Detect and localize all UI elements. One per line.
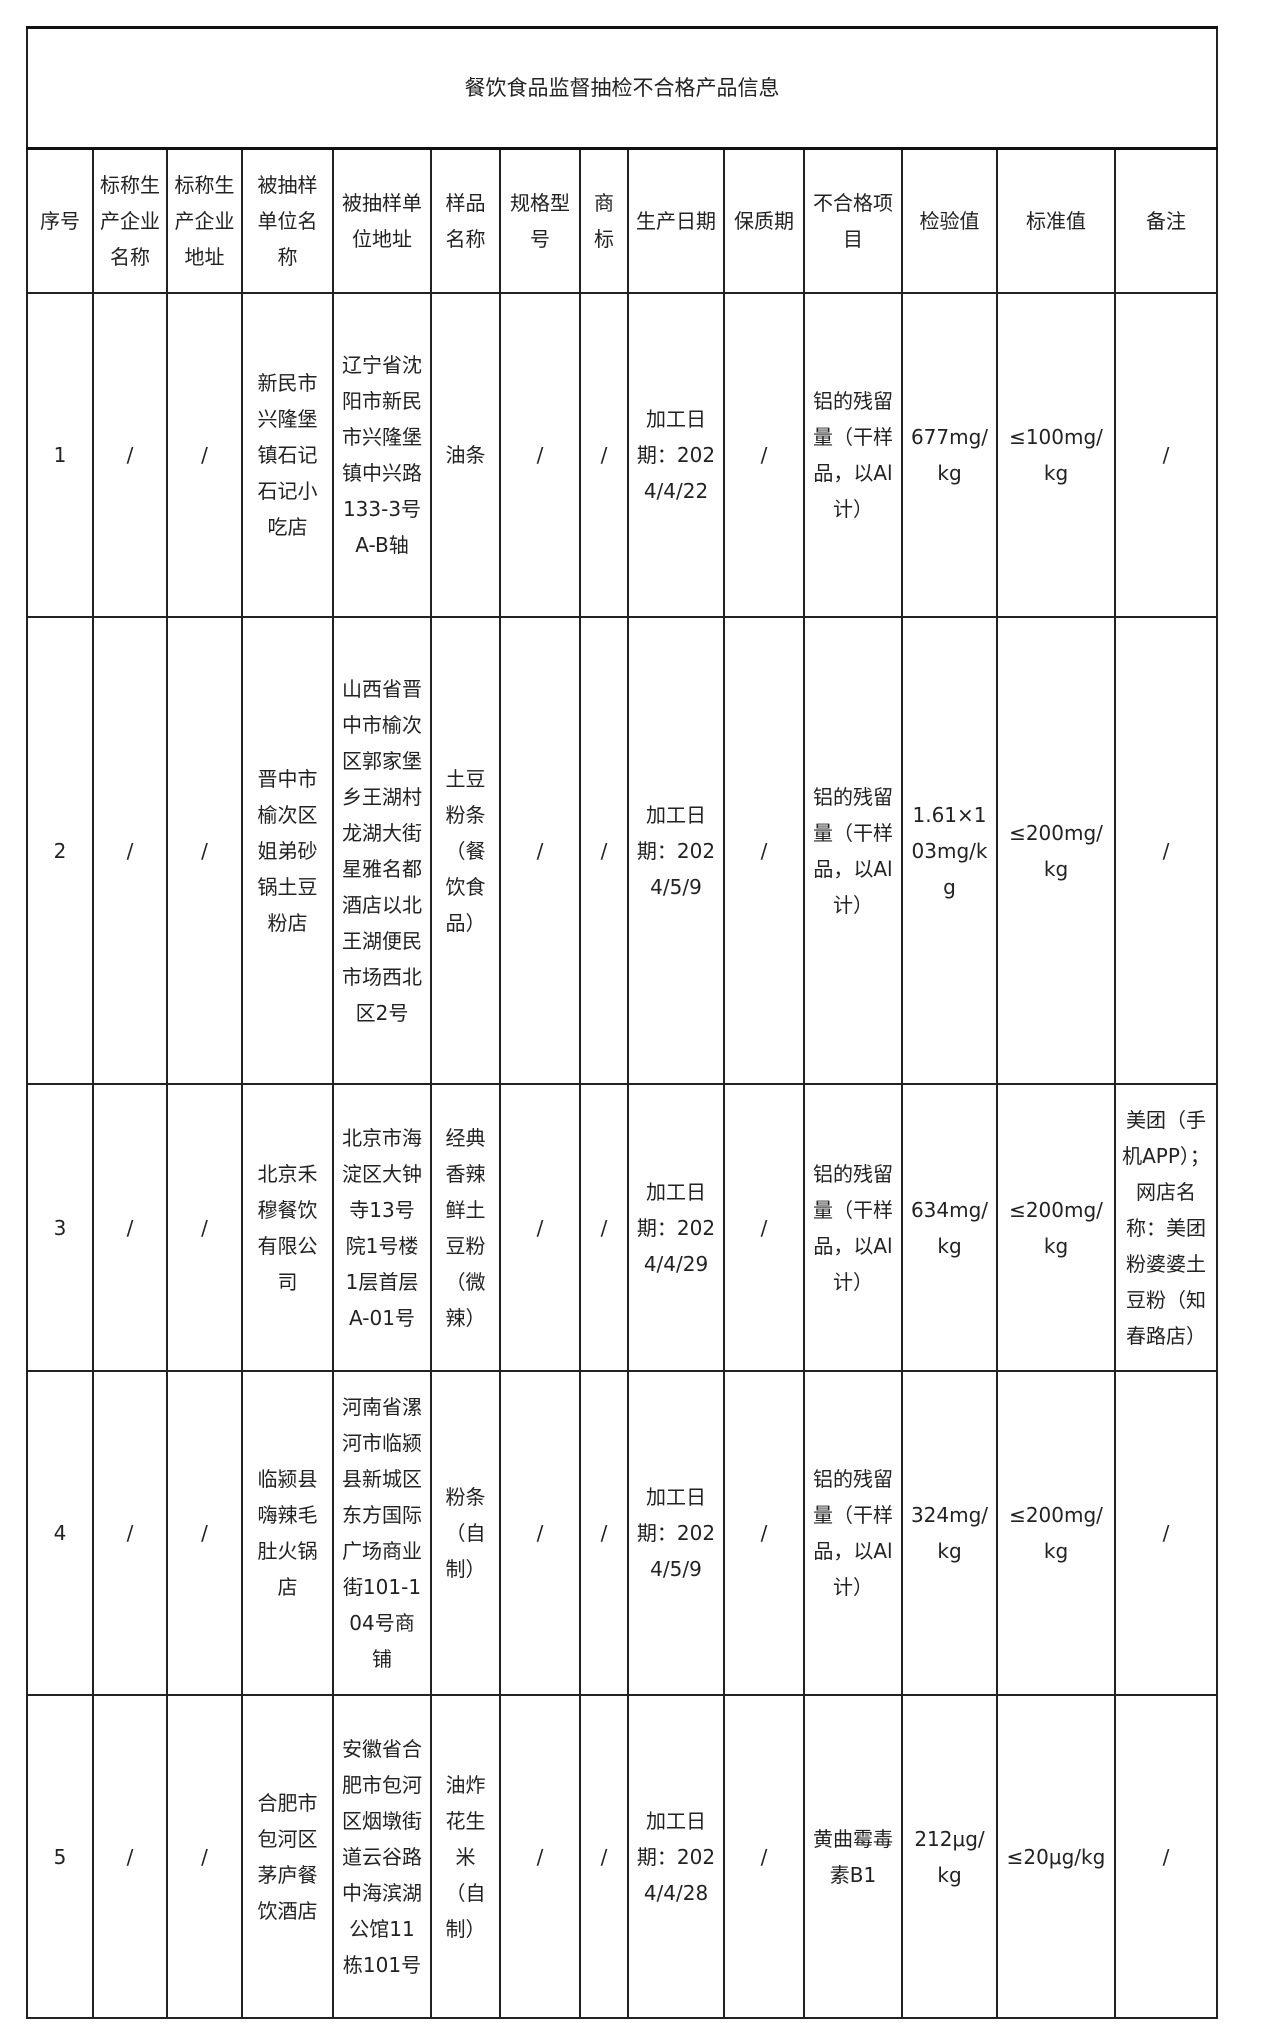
table-cell: /	[723, 1370, 805, 1696]
table-cell: 山西省晋中市榆次区郭家堡乡王湖村龙湖大街星雅名都酒店以北王湖便民市场西北区2号	[332, 616, 432, 1085]
column-header: 不合格项目	[803, 147, 903, 294]
column-header: 商标	[579, 147, 629, 294]
table-row: 4// 临颍县嗨辣毛肚火锅店 河南省漯河市临颍县新城区东方国际广场商业街101-10…	[26, 1370, 1218, 1696]
table-cell: /	[166, 1694, 243, 2019]
table-cell: 新民市兴隆堡镇石记石记小吃店	[241, 292, 334, 618]
table-cell: 合肥市包河区茅庐餐饮酒店	[241, 1694, 334, 2019]
table-cell: /	[92, 1694, 168, 2019]
unqualified-products-table: 餐饮食品监督抽检不合格产品信息 序号 标称生产企业名称 标称生产企业地址 被抽样单位名…	[26, 26, 1218, 2019]
table-cell: /	[92, 1370, 168, 1696]
table-cell: ≤20μg/kg	[996, 1694, 1116, 2019]
table-row: 5// 合肥市包河区茅庐餐饮酒店 安徽省合肥市包河区烟墩街道云谷路中海滨湖公馆11栋…	[26, 1694, 1218, 2019]
table-cell: 河南省漯河市临颍县新城区东方国际广场商业街101-104号商铺	[332, 1370, 432, 1696]
table-cell: /	[1114, 1370, 1218, 1696]
table-cell: /	[166, 292, 243, 618]
table-cell: /	[166, 1370, 243, 1696]
table-cell: /	[92, 292, 168, 618]
table-cell: /	[579, 292, 629, 618]
column-header: 序号	[26, 147, 94, 294]
column-header: 保质期	[723, 147, 805, 294]
table-cell: 3	[26, 1083, 94, 1372]
table-cell: 铝的残留量（干样品，以Al计）	[803, 616, 903, 1085]
table-cell: 4	[26, 1370, 94, 1696]
table-cell: 1	[26, 292, 94, 618]
table-row: 2// 晋中市榆次区姐弟砂锅土豆粉店 山西省晋中市榆次区郭家堡乡王湖村龙湖大街星雅名…	[26, 616, 1218, 1085]
table-cell: 黄曲霉毒素B1	[803, 1694, 903, 2019]
table-cell: /	[723, 616, 805, 1085]
table-cell: /	[723, 1083, 805, 1372]
table-cell: 铝的残留量（干样品，以Al计）	[803, 1083, 903, 1372]
table-cell: 土豆粉条（餐饮食品）	[430, 616, 501, 1085]
table-cell: 5	[26, 1694, 94, 2019]
table-cell: 铝的残留量（干样品，以Al计）	[803, 292, 903, 618]
table-cell: /	[1114, 616, 1218, 1085]
table-cell: ≤200mg/kg	[996, 1370, 1116, 1696]
table-cell: 677mg/kg	[901, 292, 998, 618]
table-cell: /	[579, 1694, 629, 2019]
table-cell: 634mg/kg	[901, 1083, 998, 1372]
table-cell: /	[499, 1083, 581, 1372]
table-cell: /	[499, 1694, 581, 2019]
table-cell: 加工日期：2024/5/9	[627, 1370, 725, 1696]
column-header: 标称生产企业名称	[92, 147, 168, 294]
column-header: 样品名称	[430, 147, 501, 294]
column-header: 被抽样单位名称	[241, 147, 334, 294]
table-cell: /	[92, 616, 168, 1085]
table-cell: 油条	[430, 292, 501, 618]
table-row: 1// 新民市兴隆堡镇石记石记小吃店 辽宁省沈阳市新民市兴隆堡镇中兴路133-3号A…	[26, 292, 1218, 618]
column-header: 被抽样单位地址	[332, 147, 432, 294]
table-cell: 美团（手机APP）；网店名称：美团粉婆婆土豆粉（知春路店）	[1114, 1083, 1218, 1372]
column-header: 规格型号	[499, 147, 581, 294]
table-cell: 铝的残留量（干样品，以Al计）	[803, 1370, 903, 1696]
table-cell: 粉条（自制）	[430, 1370, 501, 1696]
table-cell: /	[1114, 292, 1218, 618]
table-row: 3// 北京禾穆餐饮有限公司 北京市海淀区大钟寺13号院1号楼1层首层A-01号 经典…	[26, 1083, 1218, 1372]
table-cell: ≤200mg/kg	[996, 1083, 1116, 1372]
table-title: 餐饮食品监督抽检不合格产品信息	[26, 26, 1218, 150]
table-cell: 经典香辣鲜土豆粉（微辣）	[430, 1083, 501, 1372]
table-cell: 1.61×103mg/kg	[901, 616, 998, 1085]
table-cell: /	[579, 616, 629, 1085]
table-cell: /	[579, 1370, 629, 1696]
table-cell: 加工日期：2024/5/9	[627, 616, 725, 1085]
table-cell: /	[1114, 1694, 1218, 2019]
table-cell: 北京禾穆餐饮有限公司	[241, 1083, 334, 1372]
table-cell: 临颍县嗨辣毛肚火锅店	[241, 1370, 334, 1696]
column-header: 备注	[1114, 147, 1218, 294]
table-cell: 加工日期：2024/4/29	[627, 1083, 725, 1372]
table-cell: /	[499, 616, 581, 1085]
table-cell: /	[579, 1083, 629, 1372]
table-cell: 加工日期：2024/4/22	[627, 292, 725, 618]
table-cell: ≤200mg/kg	[996, 616, 1116, 1085]
table-cell: /	[723, 292, 805, 618]
table-cell: /	[723, 1694, 805, 2019]
table-cell: 晋中市榆次区姐弟砂锅土豆粉店	[241, 616, 334, 1085]
table-cell: /	[166, 1083, 243, 1372]
table-cell: /	[499, 1370, 581, 1696]
table-cell: 2	[26, 616, 94, 1085]
table-cell: 北京市海淀区大钟寺13号院1号楼1层首层A-01号	[332, 1083, 432, 1372]
table-cell: 212μg/kg	[901, 1694, 998, 2019]
table-cell: /	[92, 1083, 168, 1372]
table-cell: 安徽省合肥市包河区烟墩街道云谷路中海滨湖公馆11栋101号	[332, 1694, 432, 2019]
table-cell: 324mg/kg	[901, 1370, 998, 1696]
table-cell: ≤100mg/kg	[996, 292, 1116, 618]
table-cell: /	[166, 616, 243, 1085]
table-cell: 加工日期：2024/4/28	[627, 1694, 725, 2019]
table-cell: 辽宁省沈阳市新民市兴隆堡镇中兴路133-3号A-B轴	[332, 292, 432, 618]
title-row: 餐饮食品监督抽检不合格产品信息	[26, 26, 1218, 150]
table-cell: 油炸花生米（自制）	[430, 1694, 501, 2019]
column-header: 生产日期	[627, 147, 725, 294]
column-header: 标称生产企业地址	[166, 147, 243, 294]
header-row: 序号 标称生产企业名称 标称生产企业地址 被抽样单位名称 被抽样单位地址 样品名称 规格型号…	[26, 147, 1218, 294]
table-cell: /	[499, 292, 581, 618]
column-header: 标准值	[996, 147, 1116, 294]
column-header: 检验值	[901, 147, 998, 294]
